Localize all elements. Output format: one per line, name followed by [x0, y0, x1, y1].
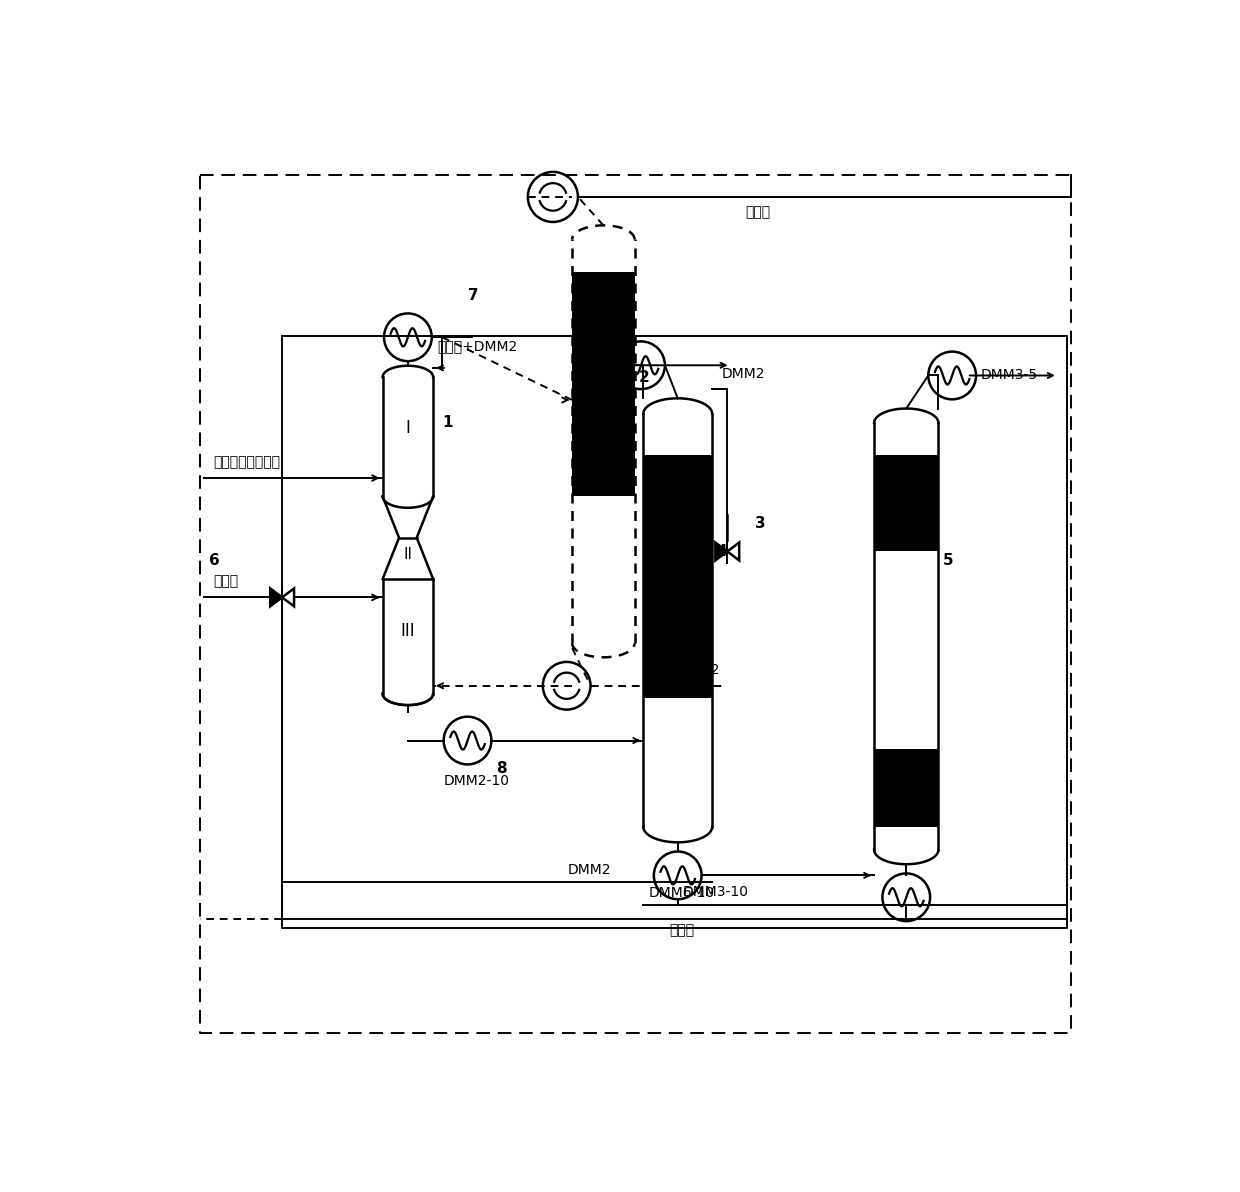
Text: 无水链增长反应物: 无水链增长反应物: [213, 455, 280, 468]
Text: 7: 7: [467, 287, 479, 303]
Polygon shape: [270, 589, 283, 607]
Text: 6: 6: [208, 553, 219, 569]
Polygon shape: [874, 455, 939, 552]
Text: 3: 3: [755, 516, 765, 532]
Polygon shape: [715, 542, 728, 560]
Text: 甲缩醛: 甲缩醛: [213, 575, 238, 588]
Text: 甲缩醛: 甲缩醛: [668, 924, 694, 937]
Text: 甲缩醛+DMM2: 甲缩醛+DMM2: [438, 340, 518, 354]
Text: DMM3-10: DMM3-10: [682, 884, 748, 899]
Polygon shape: [644, 455, 712, 699]
Text: DMM2-10: DMM2-10: [444, 774, 510, 788]
Text: DMM2: DMM2: [677, 663, 720, 677]
Text: 8: 8: [496, 760, 507, 776]
Text: DMM6-10: DMM6-10: [649, 887, 714, 900]
Text: 4: 4: [717, 544, 728, 559]
Text: 甲缩醛: 甲缩醛: [745, 205, 771, 219]
Text: III: III: [401, 622, 415, 640]
Text: II: II: [403, 547, 413, 561]
Text: 1: 1: [443, 416, 453, 430]
Text: I: I: [405, 418, 410, 436]
Text: DMM3-5: DMM3-5: [981, 368, 1038, 383]
Text: DMM2: DMM2: [722, 367, 765, 381]
Polygon shape: [874, 749, 939, 827]
Polygon shape: [572, 272, 635, 496]
Text: DMM2: DMM2: [568, 863, 611, 877]
Text: 2: 2: [639, 370, 650, 385]
Text: 5: 5: [942, 553, 954, 569]
